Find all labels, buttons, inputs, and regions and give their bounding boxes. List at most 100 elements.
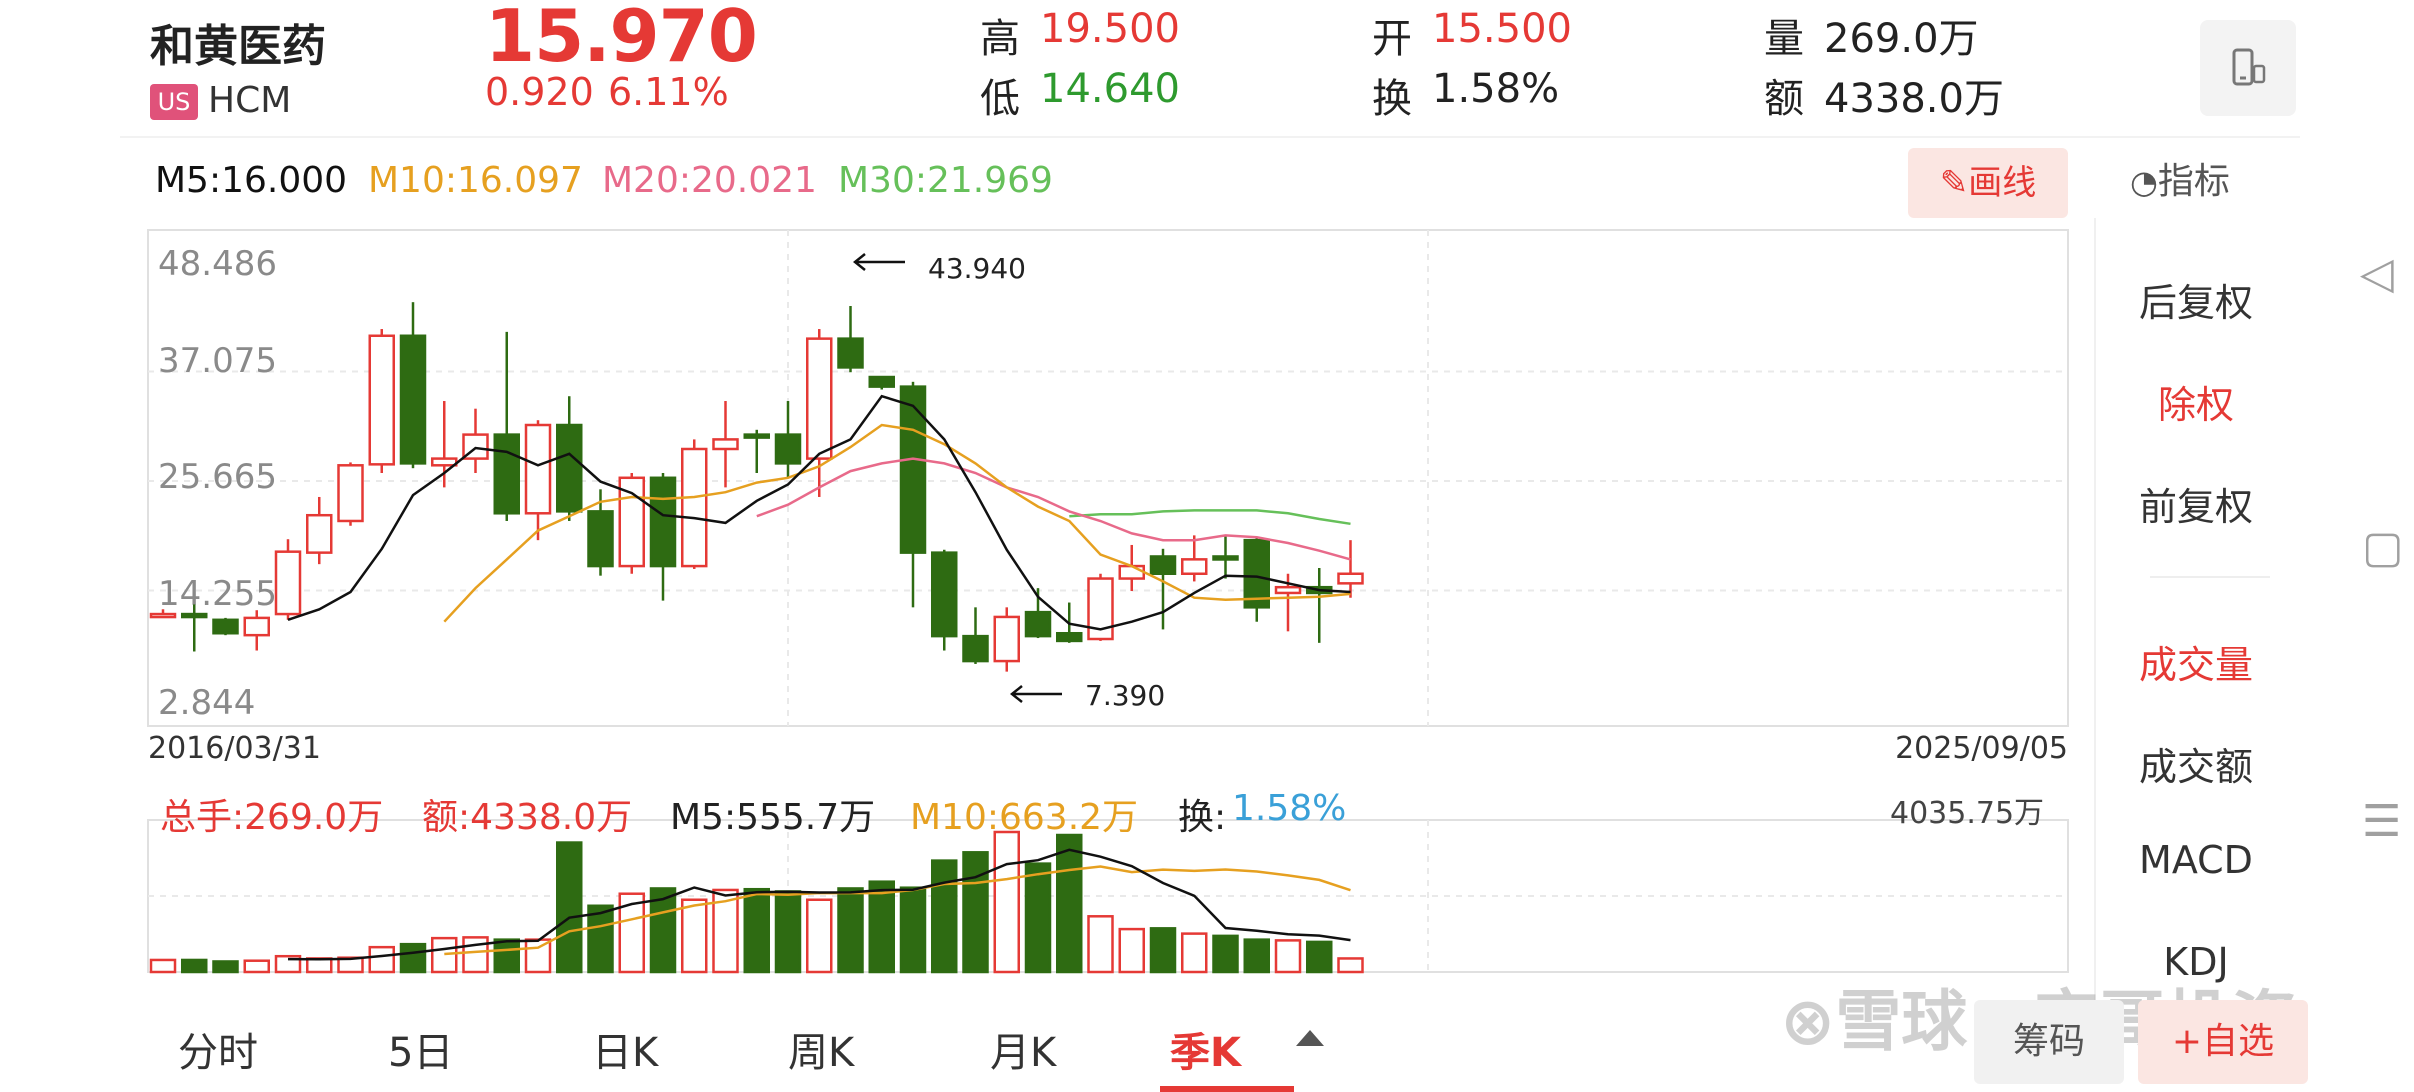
y-tick-label: 14.255 <box>158 574 277 614</box>
header-divider <box>120 136 2300 138</box>
amount-label: 额 <box>1764 76 1804 122</box>
pencil-icon: ✎ <box>1939 163 1969 203</box>
price-change-pct: 6.11% <box>608 70 729 114</box>
low-marker-arrow-head <box>1009 685 1023 703</box>
ma5-line <box>287 394 1351 631</box>
candle-body <box>806 337 833 460</box>
candle-body <box>306 513 333 554</box>
candle-body <box>1243 538 1270 609</box>
ma10-line <box>443 423 1351 623</box>
rp-volume[interactable]: 成交量 <box>2138 643 2253 687</box>
volume-bar <box>431 936 458 974</box>
indicator-button[interactable]: ◔指标 <box>2130 152 2230 204</box>
candle-body <box>774 433 802 465</box>
volume-bar <box>993 830 1020 974</box>
high-label: 高 <box>980 16 1020 62</box>
rp-kdj[interactable]: KDJ <box>2163 940 2229 984</box>
turnover-value: 1.58% <box>1432 66 1560 112</box>
volume-bar <box>1024 862 1052 974</box>
ma20-line <box>756 457 1351 561</box>
tab-daily-k[interactable]: 日K <box>592 1030 659 1076</box>
volume-bar <box>1181 932 1208 974</box>
volume-bars <box>149 830 1364 974</box>
caret-up-icon[interactable] <box>1296 1030 1324 1046</box>
nav-home-icon[interactable]: ▢ <box>2362 522 2404 573</box>
amount-value: 4338.0万 <box>1824 76 2004 122</box>
rp-back-adjusted[interactable]: 后复权 <box>2138 281 2253 325</box>
nav-back-icon[interactable]: ◁ <box>2360 248 2394 299</box>
tab-monthly-k[interactable]: 月K <box>990 1030 1057 1076</box>
high-low-markers: 43.940 7.390 <box>852 252 1165 712</box>
tab-5day[interactable]: 5日 <box>388 1030 454 1076</box>
volume-bar <box>931 859 958 974</box>
open-value: 15.500 <box>1432 6 1572 52</box>
gauge-icon: ◔ <box>2130 163 2158 201</box>
chips-button[interactable]: 筹码 <box>1974 1000 2124 1084</box>
candle-body <box>681 447 708 568</box>
last-price: 15.970 <box>485 0 758 78</box>
candle-body <box>1212 555 1239 561</box>
volume-bar <box>243 959 270 974</box>
add-watchlist-button[interactable]: +自选 <box>2138 1000 2308 1084</box>
candle-body <box>524 423 552 515</box>
candle-body <box>962 634 989 663</box>
volume-bar <box>1149 927 1177 974</box>
y-tick-label: 25.665 <box>158 457 277 497</box>
volume-bar <box>681 898 708 974</box>
landscape-toggle-button[interactable] <box>2200 20 2296 116</box>
y-tick-label: 37.075 <box>158 341 277 381</box>
volume-bar <box>1087 915 1114 974</box>
volume-label: 量 <box>1764 16 1804 62</box>
tab-intraday[interactable]: 分时 <box>178 1030 258 1076</box>
rp-ex-rights[interactable]: 除权 <box>2157 383 2234 427</box>
nav-menu-icon[interactable]: ☰ <box>2362 796 2402 847</box>
volume-bar <box>962 851 989 974</box>
rp-amount[interactable]: 成交额 <box>2138 745 2253 789</box>
candle-body <box>493 433 520 515</box>
high-marker-label: 43.940 <box>928 252 1026 285</box>
tab-quarterly-k[interactable]: 季K <box>1170 1030 1241 1076</box>
candle-body <box>368 334 395 466</box>
draw-line-button[interactable]: ✎画线 <box>1908 148 2068 218</box>
snowball-logo-icon: ⊗ <box>1780 983 1836 1060</box>
high-value: 19.500 <box>1040 6 1180 52</box>
candle-body <box>1337 572 1364 585</box>
stock-name: 和黄医药 <box>150 21 326 72</box>
price-change: 0.920 <box>485 70 594 114</box>
price-panel-frame <box>147 229 2069 727</box>
volume-bar <box>899 886 927 974</box>
candle-body <box>1181 558 1208 575</box>
vol-max-label: 4035.75万 <box>1890 796 2045 831</box>
volume-value: 269.0万 <box>1824 16 1979 62</box>
volume-bar <box>1274 939 1302 974</box>
indicator-label: 指标 <box>2157 161 2230 202</box>
vol-turnover-label: 换: <box>1178 797 1227 838</box>
candle-body <box>1024 610 1052 638</box>
volume-bar <box>649 887 677 974</box>
volume-bar <box>368 945 395 974</box>
volume-bar <box>587 904 614 974</box>
candle-body <box>587 510 614 568</box>
turnover-label: 换 <box>1372 76 1412 122</box>
volume-ma10-line <box>444 865 1351 956</box>
rp-macd[interactable]: MACD <box>2139 838 2253 882</box>
ma5-legend: M5:16.000 <box>155 160 348 201</box>
draw-line-label: 画线 <box>1968 163 2037 203</box>
candle-body <box>399 334 427 465</box>
rp-forward-adjusted[interactable]: 前复权 <box>2138 485 2253 529</box>
plus-icon: + <box>2171 1021 2203 1062</box>
volume-bar <box>1306 940 1333 974</box>
candle-body <box>274 550 302 616</box>
volume-bar <box>1118 927 1145 974</box>
vol-ma5-legend: M5:555.7万 <box>670 797 876 838</box>
ma10-legend: M10:16.097 <box>368 160 583 201</box>
active-tab-underline <box>1160 1086 1294 1092</box>
high-marker-arrow-head <box>852 253 866 271</box>
volume-bar <box>806 898 833 974</box>
volume-bar <box>399 942 427 974</box>
market-badge: US <box>150 84 198 120</box>
tab-weekly-k[interactable]: 周K <box>788 1030 855 1076</box>
right-panel-divider <box>2150 576 2270 578</box>
candle-body <box>712 438 739 451</box>
